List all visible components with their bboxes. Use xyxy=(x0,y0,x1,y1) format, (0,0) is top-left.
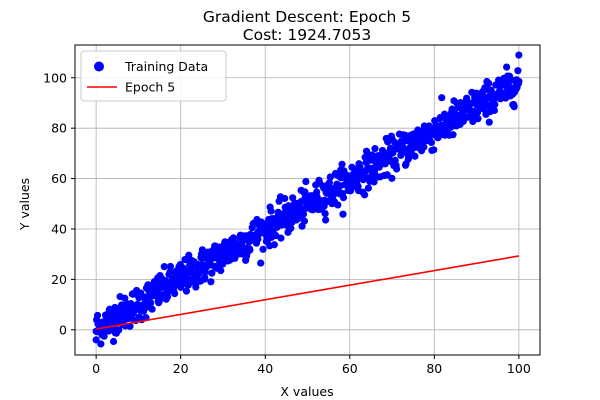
data-point xyxy=(361,191,369,199)
y-tick-label: 0 xyxy=(59,322,67,337)
data-point xyxy=(473,108,482,117)
data-point xyxy=(515,51,523,59)
x-tick-label: 0 xyxy=(92,361,100,376)
data-point xyxy=(109,337,118,346)
data-point xyxy=(281,194,289,203)
data-point xyxy=(503,63,511,71)
data-point xyxy=(270,241,278,249)
epoch-line xyxy=(96,255,519,330)
legend-frame xyxy=(80,50,227,102)
legend: Training Data Epoch 5 xyxy=(80,50,227,102)
data-point xyxy=(490,106,499,115)
data-point xyxy=(301,188,309,196)
chart-title: Gradient Descent: Epoch 5 xyxy=(203,8,411,26)
axes: 0 20 40 60 80 100 0 20 40 60 80 100 xyxy=(43,44,541,376)
data-point xyxy=(485,79,493,88)
y-tick-label: 60 xyxy=(51,171,67,186)
data-point xyxy=(126,322,134,330)
data-point xyxy=(187,268,195,276)
chart-subtitle: Cost: 1924.7053 xyxy=(243,26,371,44)
data-point xyxy=(160,263,168,271)
data-point xyxy=(259,245,267,253)
data-point xyxy=(302,177,310,186)
data-point xyxy=(474,115,482,123)
data-point xyxy=(92,336,100,344)
data-point xyxy=(339,210,347,218)
x-axis-label: X values xyxy=(280,384,333,399)
data-point xyxy=(515,77,523,85)
data-point xyxy=(198,246,207,254)
x-tick-label: 20 xyxy=(173,361,189,376)
y-tick-label: 100 xyxy=(43,70,67,85)
data-point xyxy=(463,94,471,102)
data-point xyxy=(217,267,225,275)
data-point xyxy=(100,332,108,340)
data-point xyxy=(287,224,295,232)
data-point xyxy=(326,173,334,181)
data-point xyxy=(115,326,123,334)
data-point xyxy=(420,143,428,151)
data-point xyxy=(207,278,215,286)
x-tick-label: 40 xyxy=(257,361,273,376)
y-tick-label: 20 xyxy=(51,272,67,287)
data-point xyxy=(370,178,378,186)
data-point xyxy=(338,160,346,168)
plot-frame xyxy=(74,44,541,356)
data-point xyxy=(371,145,379,153)
data-point xyxy=(93,311,102,320)
data-point xyxy=(334,201,342,209)
legend-label-training-data: Training Data xyxy=(124,59,208,74)
y-axis-label: Y values xyxy=(17,178,32,231)
data-point xyxy=(485,118,493,126)
x-tick-label: 60 xyxy=(342,361,358,376)
data-point xyxy=(164,293,172,301)
y-tick-label: 80 xyxy=(51,121,67,136)
data-point xyxy=(208,269,216,277)
data-point xyxy=(201,273,209,282)
data-point xyxy=(447,123,455,131)
data-point xyxy=(257,259,265,267)
data-point xyxy=(491,100,499,109)
data-point xyxy=(97,340,105,348)
data-point xyxy=(325,178,333,187)
data-point xyxy=(449,131,457,139)
line-series xyxy=(96,255,519,330)
data-point xyxy=(393,165,401,173)
data-point xyxy=(388,174,396,182)
y-tick-label: 40 xyxy=(51,221,67,236)
data-point xyxy=(339,194,348,202)
data-point xyxy=(166,262,175,271)
data-point xyxy=(277,234,285,242)
x-tick-label: 100 xyxy=(507,361,531,376)
data-point xyxy=(182,287,191,295)
data-point xyxy=(364,184,372,192)
data-point xyxy=(246,246,254,254)
data-point xyxy=(411,152,419,160)
data-point xyxy=(267,207,275,215)
data-point xyxy=(430,146,438,154)
data-point xyxy=(322,216,330,224)
data-point xyxy=(162,277,170,285)
data-point xyxy=(321,209,329,218)
data-point xyxy=(510,103,518,111)
legend-marker-training-data xyxy=(94,61,104,72)
data-point xyxy=(171,290,179,298)
data-point xyxy=(438,94,446,102)
data-point xyxy=(166,268,174,276)
data-point xyxy=(300,217,309,225)
data-point xyxy=(147,299,155,307)
data-point xyxy=(148,305,156,313)
data-point xyxy=(514,67,522,75)
data-point xyxy=(229,234,238,242)
data-point xyxy=(299,210,308,218)
legend-label-epoch-5: Epoch 5 xyxy=(125,80,175,95)
scatter-series xyxy=(92,51,523,348)
x-tick-label: 80 xyxy=(426,361,442,376)
data-point xyxy=(356,163,364,171)
data-point xyxy=(427,138,436,147)
